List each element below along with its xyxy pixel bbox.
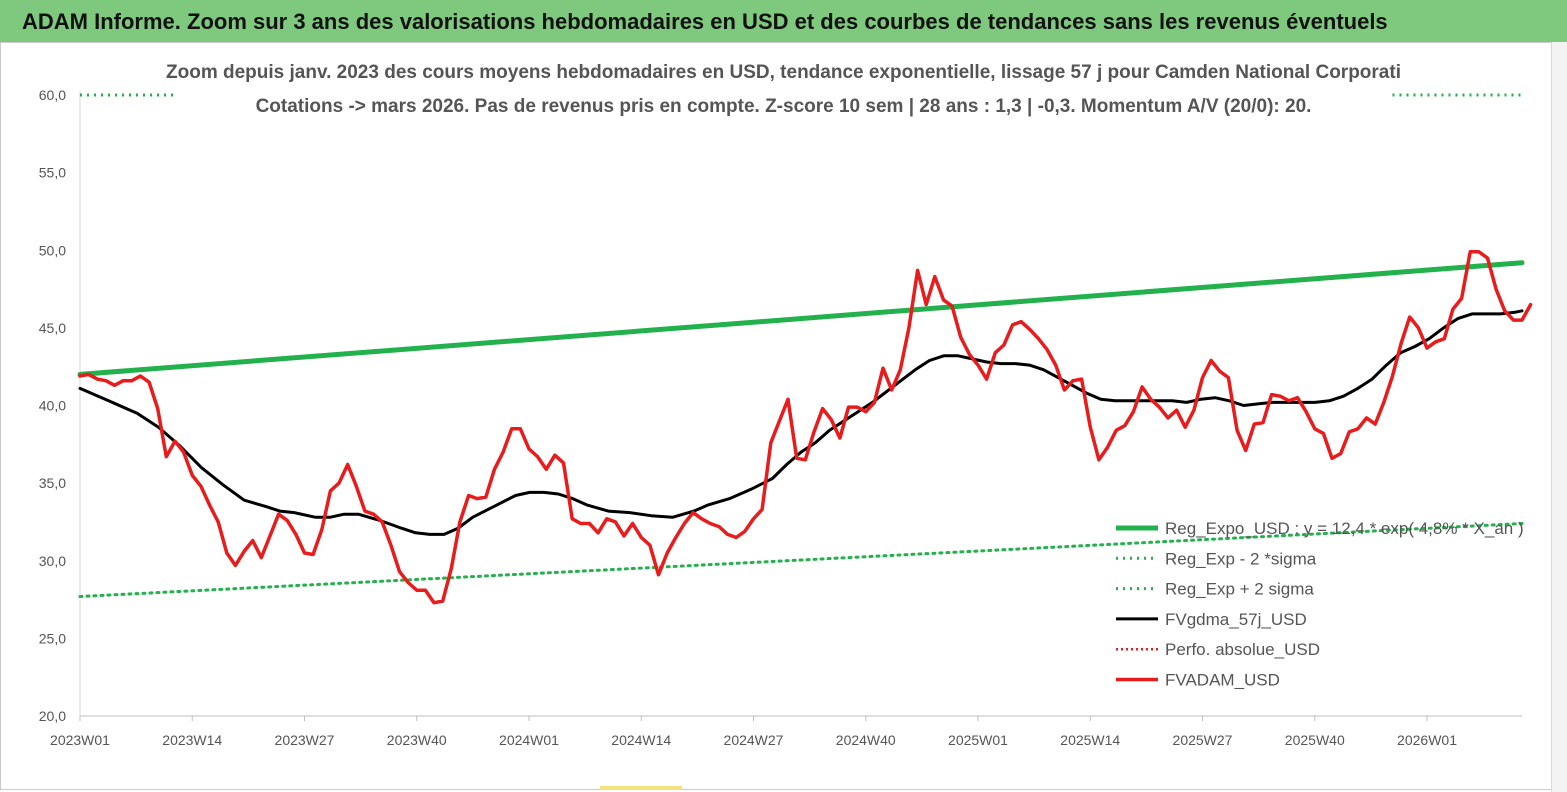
legend-label: Perfo. absolue_USD [1165,640,1320,659]
x-tick-label: 2025W14 [1060,732,1120,748]
x-tick-label: 2025W01 [948,732,1008,748]
x-tick-label: 2024W27 [724,732,784,748]
sheet-tab-marker [600,786,682,790]
legend-label: Reg_Exp + 2 sigma [1165,580,1314,599]
x-tick-label: 2024W01 [499,732,559,748]
x-tick-label: 2023W01 [50,732,110,748]
legend: Reg_Expo_USD : y = 12,4 * exp( 4,8% * X_… [1116,519,1524,690]
chart-title: Zoom depuis janv. 2023 des cours moyens … [166,62,1401,83]
x-tick-label: 2025W40 [1285,732,1345,748]
y-tick-label: 35,0 [39,475,66,491]
y-tick-label: 30,0 [39,553,66,569]
y-tick-label: 45,0 [39,320,66,336]
legend-label: Reg_Exp - 2 *sigma [1165,549,1317,568]
x-tick-label: 2025W27 [1173,732,1233,748]
series-fvgdma [78,309,1524,536]
y-tick-label: 20,0 [39,708,66,724]
legend-label: FVgdma_57j_USD [1165,610,1307,629]
x-tick-label: 2026W01 [1397,732,1457,748]
legend-label: Reg_Expo_USD : y = 12,4 * exp( 4,8% * X_… [1165,519,1524,538]
x-tick-label: 2023W27 [275,732,335,748]
vertical-scrollbar[interactable] [1551,42,1567,792]
report-title: ADAM Informe. Zoom sur 3 ans des valoris… [22,9,1388,34]
axes: 20,0 25,0 30,0 35,0 40,0 45,0 50,0 55,0 60,0 2023… [39,87,1522,748]
y-tick-label: 50,0 [39,242,66,258]
series-sigma-minus [78,522,1524,598]
series-fvadam [78,250,1533,605]
series-group [77,93,1533,605]
x-tick-label: 2023W14 [162,732,222,748]
legend-label: FVADAM_USD [1165,671,1280,690]
chart-subtitle: Cotations -> mars 2026. Pas de revenus p… [255,96,1312,117]
report-header-bar: ADAM Informe. Zoom sur 3 ans des valoris… [0,0,1567,42]
y-tick-label: 55,0 [39,165,66,181]
y-tick-label: 25,0 [39,630,66,646]
x-tick-label: 2024W40 [836,732,896,748]
y-tick-label: 40,0 [39,398,66,414]
x-tick-label: 2023W40 [387,732,447,748]
series-reg-expo [77,260,1525,377]
y-tick-label: 60,0 [39,87,66,103]
x-tick-label: 2024W14 [611,732,671,748]
